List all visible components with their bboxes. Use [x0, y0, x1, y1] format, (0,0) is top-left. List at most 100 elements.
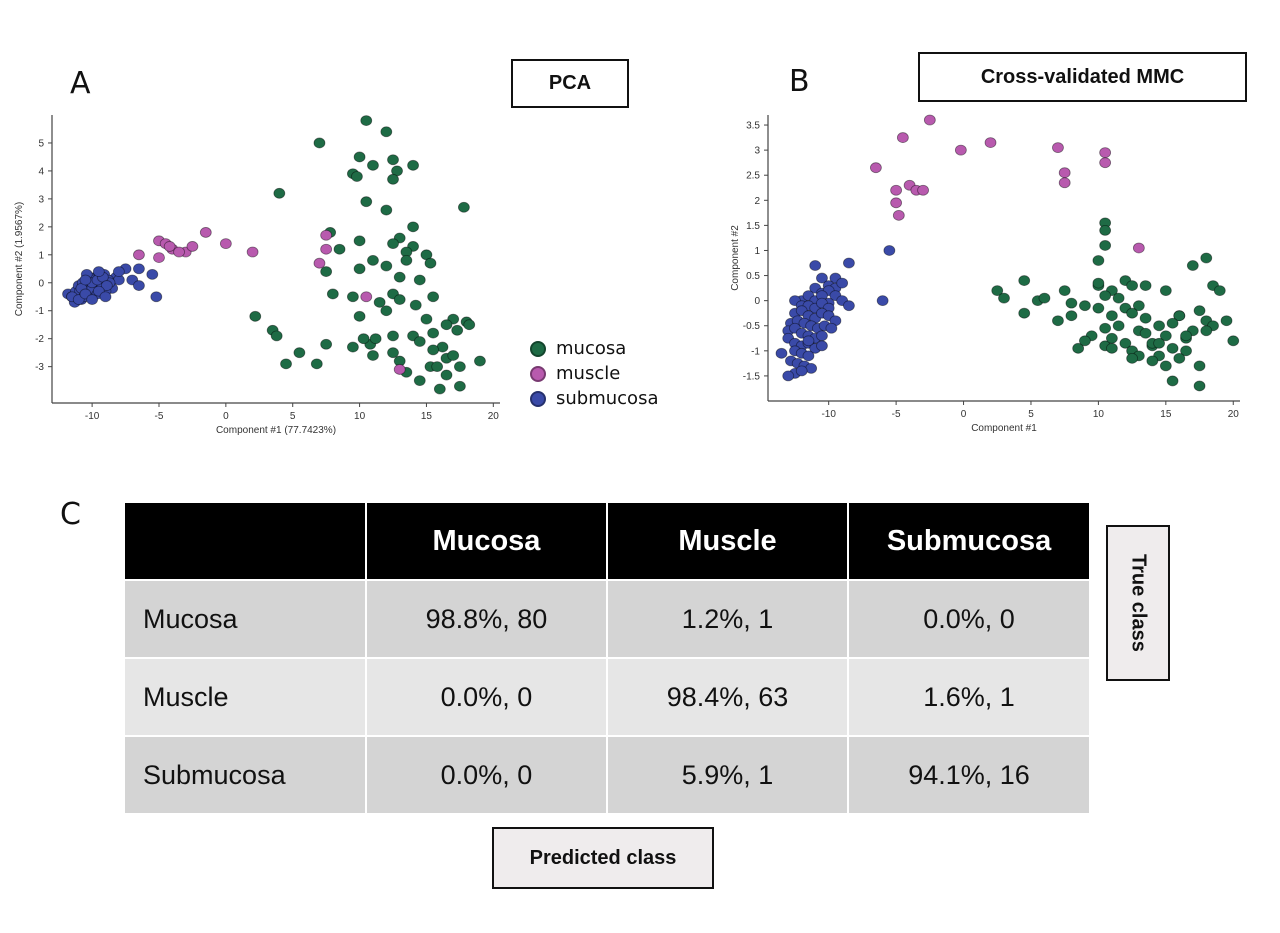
pca-point-mucosa [387, 330, 399, 342]
pca-point-mucosa [387, 173, 399, 185]
mmc-point-mucosa [1173, 310, 1186, 322]
mmc-point-submucosa [876, 295, 889, 307]
pca-y-tick-label: -3 [35, 362, 44, 373]
table-row-label: Mucosa [123, 579, 367, 659]
pca-point-submucosa [86, 294, 99, 305]
mmc-point-muscle [1099, 147, 1112, 159]
mmc-point-mucosa [1099, 240, 1112, 251]
pca-point-mucosa [409, 299, 422, 311]
mmc-point-submucosa [883, 245, 896, 256]
table-header-muscle: Muscle [606, 501, 850, 581]
pca-point-muscle [313, 257, 326, 269]
mmc-point-mucosa [1132, 300, 1145, 312]
pca-point-mucosa [313, 137, 326, 149]
mmc-point-muscle [896, 132, 909, 143]
pca-point-muscle [320, 229, 333, 241]
table-cell: 0.0%, 0 [364, 735, 609, 815]
pca-y-tick-label: 5 [38, 138, 44, 149]
mmc-point-mucosa [1079, 335, 1091, 347]
pca-point-mucosa [457, 201, 470, 213]
mmc-point-mucosa [1119, 337, 1132, 349]
mmc-point-mucosa [998, 292, 1010, 304]
pca-point-mucosa [453, 361, 466, 373]
mmc-x-axis-label: Component #1 [971, 423, 1037, 434]
mmc-point-muscle [984, 137, 997, 148]
true-class-label: True class [1127, 554, 1150, 652]
pca-point-submucosa [100, 280, 113, 291]
mmc-point-mucosa [1079, 300, 1091, 312]
mmc-point-mucosa [1146, 355, 1159, 367]
mmc-y-tick-label: 2.5 [746, 171, 760, 182]
mmc-point-mucosa [1099, 290, 1112, 302]
pca-point-submucosa [150, 291, 163, 303]
mmc-x-tick-label: 10 [1093, 409, 1105, 420]
mmc-x-tick-label: -5 [892, 409, 901, 420]
mmc-point-muscle [917, 184, 929, 196]
mmc-y-tick-label: -1 [751, 346, 760, 357]
mmc-point-mucosa [1180, 330, 1192, 342]
pca-point-mucosa [333, 243, 346, 255]
mmc-point-mucosa [1166, 317, 1179, 329]
pca-y-axis-label: Component #2 (1.9567%) [14, 202, 25, 317]
pca-point-mucosa [440, 319, 453, 331]
pca-point-muscle [360, 291, 373, 303]
mmc-point-mucosa [1200, 252, 1213, 264]
pca-point-mucosa [320, 338, 333, 350]
legend-item-muscle: muscle [530, 363, 620, 384]
mmc-point-mucosa [1092, 255, 1105, 266]
pca-point-mucosa [360, 115, 373, 126]
mmc-y-tick-label: 0 [754, 296, 760, 307]
mmc-title-box: Cross-validated MMC [918, 52, 1247, 102]
mmc-point-mucosa [1099, 225, 1112, 236]
mmc-point-mucosa [1166, 375, 1179, 387]
pca-point-muscle [320, 243, 333, 255]
mmc-point-muscle [1058, 167, 1071, 179]
pca-point-mucosa [367, 350, 379, 361]
pca-point-mucosa [407, 221, 419, 233]
mmc-point-mucosa [1105, 310, 1118, 322]
mmc-point-mucosa [1166, 342, 1179, 354]
mmc-point-muscle [890, 197, 903, 209]
mmc-point-muscle [923, 114, 936, 126]
pca-point-submucosa [133, 263, 145, 275]
mmc-point-mucosa [1105, 332, 1118, 344]
pca-point-submucosa [133, 280, 145, 291]
mmc-y-tick-label: -0.5 [743, 321, 761, 332]
mmc-point-mucosa [1065, 310, 1078, 322]
pca-y-tick-label: 4 [38, 166, 44, 177]
confusion-matrix-table: Mucosa Muscle Submucosa Mucosa 98.8%, 80… [123, 501, 1091, 815]
mmc-point-mucosa [1193, 305, 1206, 317]
mmc-point-mucosa [1038, 292, 1051, 304]
pca-point-mucosa [440, 369, 453, 381]
mmc-y-tick-label: 3.5 [746, 121, 760, 132]
pca-point-mucosa [380, 126, 393, 138]
pca-title-box: PCA [511, 59, 629, 108]
legend-submucosa-marker-icon [530, 390, 546, 407]
panel-letter-c: C [60, 497, 81, 532]
pca-point-mucosa [353, 310, 366, 322]
mmc-point-submucosa [802, 350, 815, 362]
mmc-point-mucosa [991, 285, 1004, 297]
table-header-corner [123, 501, 367, 581]
pca-point-muscle [133, 249, 145, 261]
mmc-point-mucosa [1058, 285, 1071, 297]
mmc-point-mucosa [1018, 307, 1031, 319]
table-header-mucosa: Mucosa [364, 501, 609, 581]
pca-point-mucosa [270, 330, 283, 342]
predicted-class-label: Predicted class [529, 846, 677, 869]
mmc-point-muscle [892, 209, 905, 221]
mmc-y-tick-label: 1.5 [746, 221, 760, 232]
pca-point-mucosa [360, 196, 373, 208]
table-header-row: Mucosa Muscle Submucosa [123, 501, 1091, 581]
pca-point-mucosa [357, 333, 370, 345]
pca-y-tick-label: -2 [35, 334, 44, 345]
pca-point-mucosa [387, 238, 399, 250]
mmc-point-mucosa [1112, 292, 1125, 304]
pca-x-axis-label: Component #1 (77.7423%) [216, 425, 336, 436]
mmc-point-submucosa [782, 370, 795, 382]
pca-point-mucosa [427, 344, 440, 356]
mmc-point-mucosa [1105, 342, 1118, 354]
mmc-point-submucosa [816, 340, 828, 352]
pca-point-mucosa [400, 254, 413, 266]
